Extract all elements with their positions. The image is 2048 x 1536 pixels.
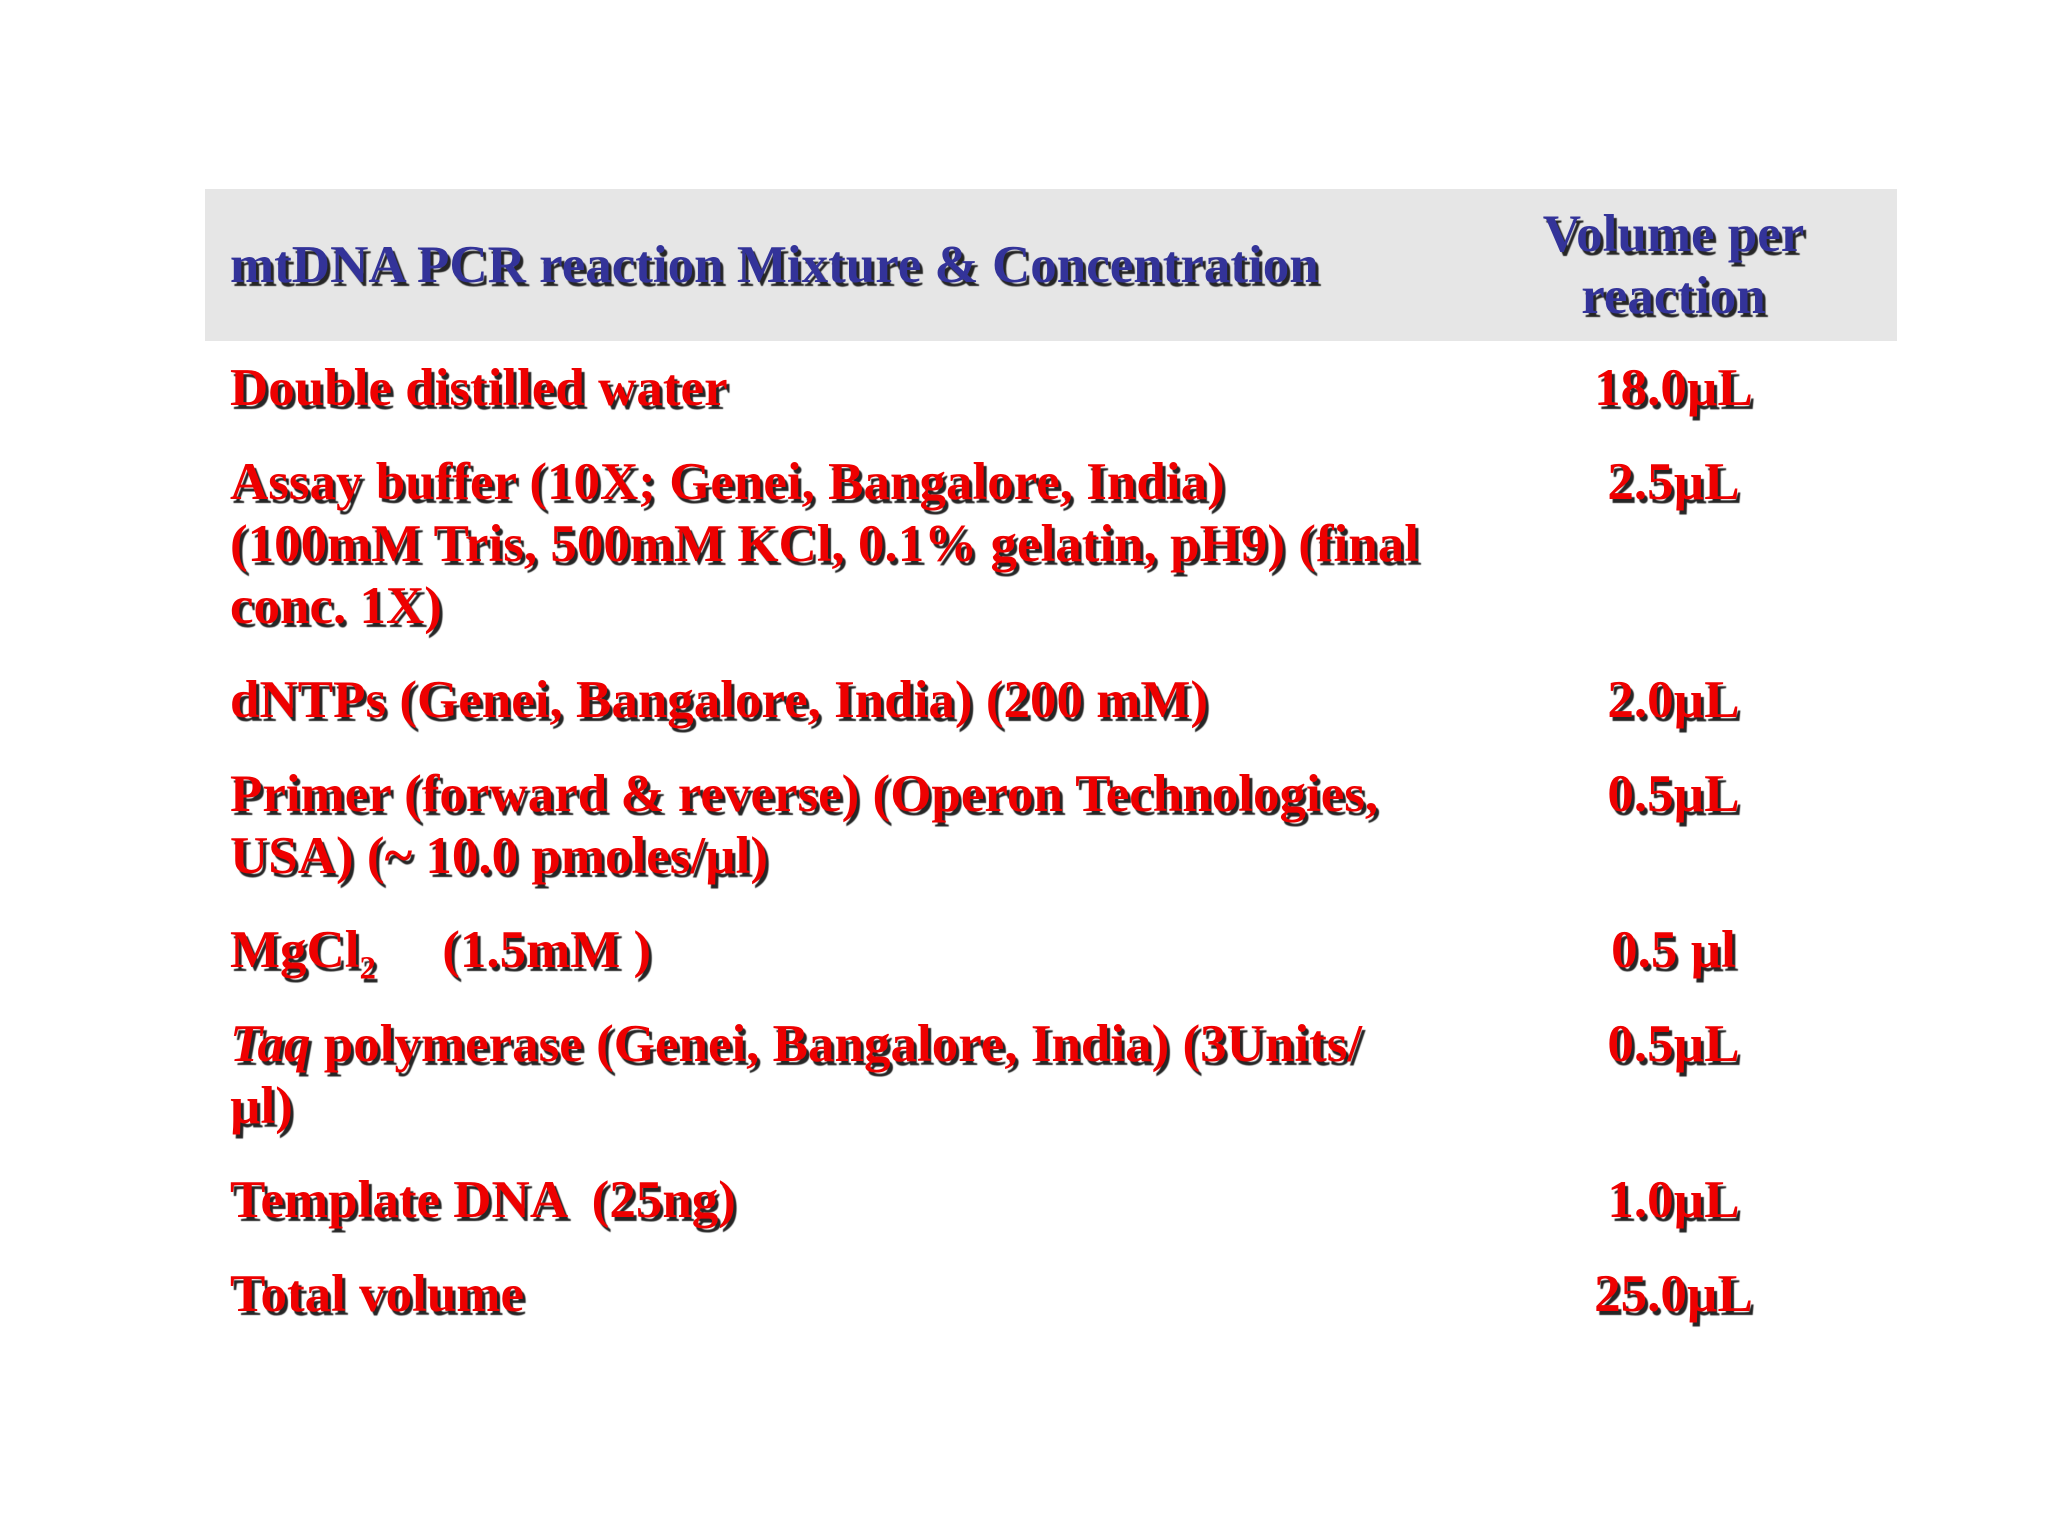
table-rows: Double distilled water 18.0µL Assay buffer… xyxy=(205,341,1897,1341)
row-label-segment: MgCl xyxy=(230,921,360,979)
row-volume: 1.0µL xyxy=(1607,1171,1740,1229)
row-volume: 18.0µL xyxy=(1594,359,1753,417)
row-label: Taq polymerase (Genei, Bangalore, India)… xyxy=(205,1013,1450,1137)
table-row: Double distilled water 18.0µL xyxy=(205,341,1897,435)
pcr-reaction-table: mtDNA PCR reaction Mixture & Concentrati… xyxy=(205,189,1897,1341)
row-volume: 0.5µL xyxy=(1607,1015,1740,1073)
table-row: Total volume 25.0µL xyxy=(205,1247,1897,1341)
row-label-segment: Total volume xyxy=(230,1265,524,1323)
row-volume: 25.0µL xyxy=(1594,1265,1753,1323)
header-volume-label: Volume per reaction xyxy=(1542,205,1805,325)
table-header-row: mtDNA PCR reaction Mixture & Concentrati… xyxy=(205,189,1897,341)
row-volume: 2.5µL xyxy=(1607,453,1740,511)
table-row: dNTPs (Genei, Bangalore, India) (200 mM)… xyxy=(205,653,1897,747)
row-volume: 0.5 µl xyxy=(1611,921,1736,979)
row-label: Template DNA (25ng) xyxy=(205,1169,1450,1231)
header-cell-mixture: mtDNA PCR reaction Mixture & Concentrati… xyxy=(205,189,1450,341)
row-label-segment: Assay buffer (10X; Genei, Bangalore, Ind… xyxy=(230,453,1419,635)
table-row: Primer (forward & reverse) (Operon Techn… xyxy=(205,747,1897,903)
header-cell-volume: Volume per reaction xyxy=(1450,189,1897,341)
header-mixture-label: mtDNA PCR reaction Mixture & Concentrati… xyxy=(230,236,1319,294)
row-label-segment: polymerase (Genei, Bangalore, India) (3U… xyxy=(230,1015,1363,1135)
row-label: dNTPs (Genei, Bangalore, India) (200 mM) xyxy=(205,669,1450,731)
table-row: Assay buffer (10X; Genei, Bangalore, Ind… xyxy=(205,435,1897,653)
row-label-segment: Template DNA (25ng) xyxy=(230,1171,736,1229)
row-label-segment: Taq xyxy=(230,1015,311,1073)
table-row: MgCl2 (1.5mM ) 0.5 µl xyxy=(205,903,1897,997)
row-volume: 0.5µL xyxy=(1607,765,1740,823)
row-label: Total volume xyxy=(205,1263,1450,1325)
row-label-segment: Double distilled water xyxy=(230,359,728,417)
row-label: Primer (forward & reverse) (Operon Techn… xyxy=(205,763,1450,887)
table-row: Taq polymerase (Genei, Bangalore, India)… xyxy=(205,997,1897,1153)
row-label: Assay buffer (10X; Genei, Bangalore, Ind… xyxy=(205,451,1450,637)
row-label-segment: (1.5mM ) xyxy=(375,921,652,979)
row-label-segment: 2 xyxy=(359,950,376,987)
row-label-segment: Primer (forward & reverse) (Operon Techn… xyxy=(230,765,1379,885)
table-row: Template DNA (25ng) 1.0µL xyxy=(205,1153,1897,1247)
row-volume: 2.0µL xyxy=(1607,671,1740,729)
row-label: Double distilled water xyxy=(205,357,1450,419)
row-label: MgCl2 (1.5mM ) xyxy=(205,919,1450,985)
row-label-segment: dNTPs (Genei, Bangalore, India) (200 mM) xyxy=(230,671,1209,729)
